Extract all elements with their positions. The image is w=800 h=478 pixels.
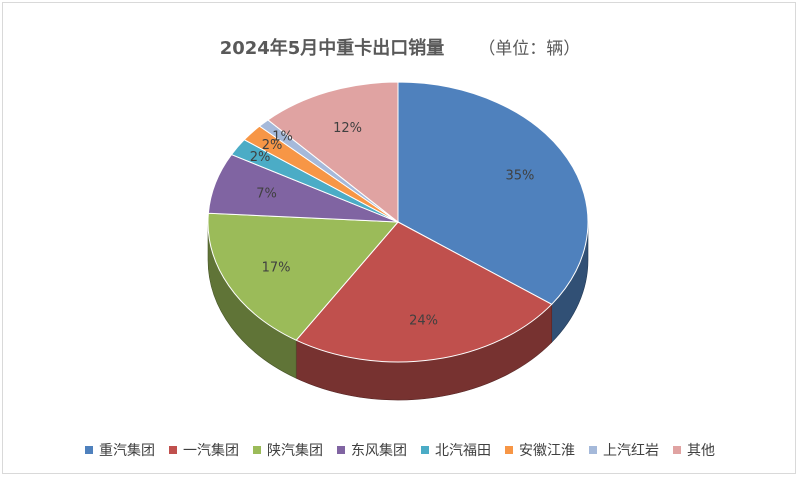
legend-label: 一汽集团 (183, 443, 239, 459)
legend-item-重汽集团: 重汽集团 (85, 440, 155, 460)
legend-swatch (421, 446, 429, 454)
pie-slice-其他 (267, 81, 399, 224)
pie-slice-重汽集团 (397, 81, 589, 305)
legend-swatch (169, 446, 177, 454)
legend-swatch (589, 446, 597, 454)
pie-data-labels: 35% 24% 17% 7% 2%2%1% 12% (250, 121, 535, 329)
data-label-一汽集团: 24% (409, 314, 438, 329)
data-label-陕汽集团: 17% (262, 260, 291, 275)
legend-item-上汽红岩: 上汽红岩 (589, 440, 659, 460)
chart-unit-label: （单位：辆） (478, 39, 581, 59)
chart-title: 2024年5月中重卡出口销量 (219, 38, 445, 59)
pie-slice-陕汽集团 (207, 212, 400, 341)
chart-title-row: 2024年5月中重卡出口销量 （单位：辆） (0, 34, 800, 60)
pie-top-faces (207, 81, 589, 363)
pie-slice-一汽集团 (295, 221, 553, 363)
legend-label: 其他 (687, 443, 715, 459)
legend-item-东风集团: 东风集团 (337, 440, 407, 460)
data-label-重汽集团: 35% (505, 169, 534, 184)
legend-swatch (505, 446, 513, 454)
legend-swatch (253, 446, 261, 454)
legend-item-北汽福田: 北汽福田 (421, 440, 491, 460)
legend-swatch (337, 446, 345, 454)
legend-label: 东风集团 (351, 443, 407, 459)
legend-item-其他: 其他 (673, 440, 715, 460)
data-label-其他: 12% (333, 121, 362, 136)
legend: 重汽集团 一汽集团 陕汽集团 东风集团 北汽福田 安徽江淮 上汽红岩 其他 (0, 440, 800, 460)
legend-label: 北汽福田 (435, 443, 491, 459)
legend-item-一汽集团: 一汽集团 (169, 440, 239, 460)
legend-label: 上汽红岩 (603, 443, 659, 459)
legend-label: 陕汽集团 (267, 443, 323, 459)
data-label-安徽江淮: 2% (262, 138, 283, 153)
data-label-上汽红岩: 1% (272, 129, 293, 144)
data-label-北汽福田: 2% (250, 150, 271, 165)
data-label-东风集团: 7% (256, 186, 277, 201)
legend-label: 安徽江淮 (519, 443, 575, 459)
legend-swatch (673, 446, 681, 454)
legend-label: 重汽集团 (99, 443, 155, 459)
legend-swatch (85, 446, 93, 454)
legend-item-陕汽集团: 陕汽集团 (253, 440, 323, 460)
legend-item-安徽江淮: 安徽江淮 (505, 440, 575, 460)
